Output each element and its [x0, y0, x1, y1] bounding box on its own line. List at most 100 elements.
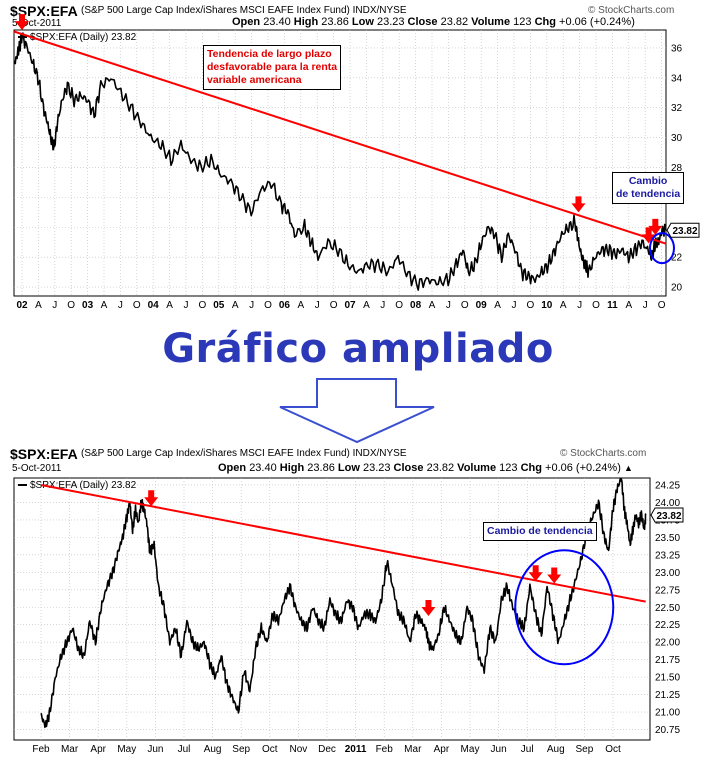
- top-chart: 20222426283032343602AJO03AJO04AJO05AJO06…: [13, 14, 700, 311]
- y-tick-label: 22.75: [655, 585, 680, 596]
- x-tick-label: 09: [476, 300, 488, 311]
- y-tick-label: 20: [671, 283, 683, 294]
- x-tick-label: Nov: [290, 744, 308, 755]
- close-label: Close: [393, 462, 424, 474]
- red-arrow-icon: [144, 490, 159, 507]
- high-value: 23.86: [307, 462, 335, 474]
- x-tick-label: O: [264, 300, 272, 311]
- x-tick-label: J: [249, 300, 254, 311]
- x-tick-label: J: [184, 300, 189, 311]
- top-quote-line: Open 23.40 High 23.86 Low 23.23 Close 23…: [232, 16, 635, 28]
- close-value: 23.82: [440, 16, 469, 28]
- highlight-circle: [514, 549, 615, 666]
- y-tick-label: 24.00: [655, 498, 680, 509]
- x-tick-label: Feb: [32, 744, 50, 755]
- x-tick-label: Aug: [204, 744, 222, 755]
- bottom-description: (S&P 500 Large Cap Index/iShares MSCI EA…: [81, 448, 407, 459]
- y-tick-label: 23.25: [655, 550, 680, 561]
- plot-frame: [13, 477, 651, 741]
- y-tick-label: 21.25: [655, 690, 680, 701]
- x-tick-label: May: [461, 744, 480, 755]
- svg-text:23.82: 23.82: [672, 226, 697, 237]
- x-tick-label: J: [118, 300, 123, 311]
- red-arrow-icon: [547, 567, 562, 584]
- low-label: Low: [351, 16, 374, 28]
- x-tick-label: Apr: [434, 744, 450, 755]
- open-label: Open: [232, 16, 261, 28]
- volume-value: 123: [499, 462, 518, 474]
- close-label: Close: [407, 16, 438, 28]
- x-tick-label: Oct: [605, 744, 621, 755]
- x-tick-label: 04: [148, 300, 160, 311]
- low-value: 23.23: [362, 462, 391, 474]
- x-tick-label: Aug: [547, 744, 565, 755]
- chg-label: Chg: [520, 462, 542, 474]
- low-label: Low: [337, 462, 360, 474]
- bottom-quote-line: Open 23.40 High 23.86 Low 23.23 Close 23…: [218, 462, 633, 474]
- down-arrow-icon: [279, 378, 435, 444]
- x-tick-label: 11: [607, 300, 618, 311]
- x-tick-label: Dec: [318, 744, 336, 755]
- red-arrow-icon: [648, 218, 663, 235]
- trendline: [13, 30, 667, 245]
- last-value-flag: 23.82: [666, 222, 700, 238]
- volume-label: Volume: [457, 462, 497, 474]
- x-tick-label: A: [494, 300, 501, 311]
- x-tick-label: 06: [279, 300, 291, 311]
- x-tick-label: A: [297, 300, 304, 311]
- last-value-flag: 23.82: [650, 507, 684, 523]
- y-tick-label: 36: [671, 43, 683, 54]
- x-tick-label: Feb: [376, 744, 394, 755]
- x-tick-label: A: [560, 300, 567, 311]
- x-tick-label: J: [643, 300, 648, 311]
- x-tick-label: O: [461, 300, 469, 311]
- close-value: 23.82: [426, 462, 455, 474]
- x-tick-label: O: [199, 300, 207, 311]
- highlight-circle: [648, 232, 675, 265]
- x-tick-label: 03: [82, 300, 94, 311]
- red-arrow-icon: [571, 196, 586, 213]
- x-tick-label: J: [380, 300, 385, 311]
- y-tick-label: 21.00: [655, 708, 680, 719]
- x-tick-label: A: [429, 300, 436, 311]
- chg-value: +0.06 (+0.24%): [545, 462, 621, 474]
- y-tick-label: 21.50: [655, 673, 680, 684]
- x-tick-label: 07: [344, 300, 356, 311]
- trendline: [40, 484, 646, 603]
- legend-label: $SPX:EFA (Daily) 23.82: [30, 480, 137, 491]
- x-tick-label: Jul: [521, 744, 534, 755]
- x-tick-label: 05: [213, 300, 225, 311]
- top-credit: © StockCharts.com: [588, 5, 675, 16]
- y-tick-label: 24.25: [655, 480, 680, 491]
- x-tick-label: 2011: [345, 744, 367, 755]
- x-tick-label: A: [625, 300, 632, 311]
- x-tick-label: J: [52, 300, 57, 311]
- y-tick-label: 20.75: [655, 725, 680, 736]
- trend-change-note-top: Cambio de tendencia: [612, 172, 685, 204]
- svg-text:23.82: 23.82: [656, 511, 681, 522]
- trend-change-note-bottom: Cambio de tendencia: [483, 522, 597, 541]
- enlarged-chart-title: Gráfico ampliado: [162, 326, 554, 372]
- chg-label: Chg: [534, 16, 556, 28]
- top-date: 5-Oct-2011: [12, 18, 62, 29]
- chg-value: +0.06 (+0.24%): [559, 16, 635, 28]
- x-tick-label: J: [577, 300, 582, 311]
- high-label: High: [279, 462, 305, 474]
- red-arrow-icon: [15, 14, 30, 31]
- x-tick-label: Oct: [262, 744, 278, 755]
- legend-label: $SPX:EFA (Daily) 23.82: [30, 32, 137, 43]
- up-arrow-icon: ▲: [623, 463, 633, 473]
- x-tick-label: J: [446, 300, 451, 311]
- y-tick-label: 28: [671, 163, 683, 174]
- x-tick-label: Mar: [404, 744, 422, 755]
- open-value: 23.40: [263, 16, 291, 28]
- y-tick-label: 22.50: [655, 603, 680, 614]
- y-tick-label: 23.00: [655, 568, 680, 579]
- x-tick-label: A: [35, 300, 42, 311]
- x-tick-label: A: [363, 300, 370, 311]
- x-tick-label: Jun: [491, 744, 507, 755]
- x-tick-label: Mar: [61, 744, 79, 755]
- high-value: 23.86: [321, 16, 349, 28]
- y-tick-label: 22.00: [655, 638, 680, 649]
- low-value: 23.23: [376, 16, 405, 28]
